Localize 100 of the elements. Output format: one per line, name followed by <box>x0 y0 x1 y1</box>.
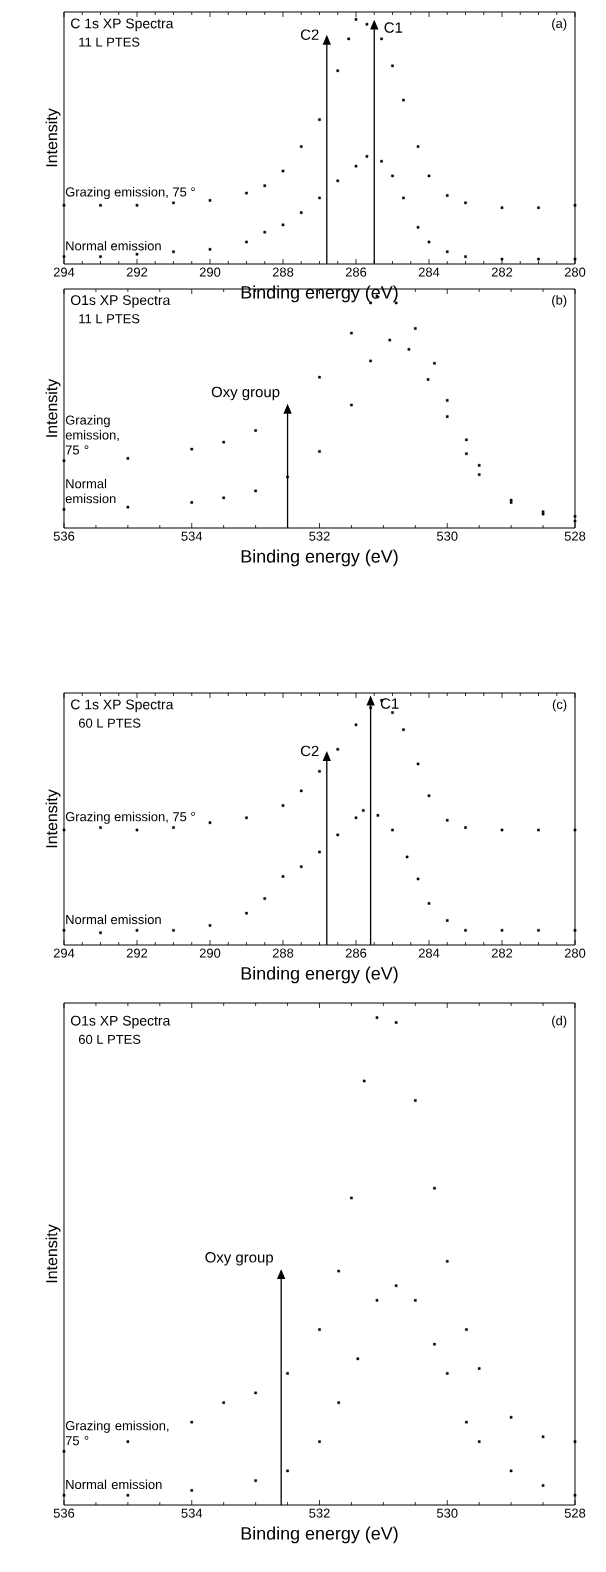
point <box>477 464 481 467</box>
point <box>465 1420 468 1424</box>
x-tick-label: 532 <box>309 1508 330 1518</box>
point <box>190 1420 194 1424</box>
x-axis-title: Binding energy (eV) <box>241 549 398 567</box>
point <box>208 821 212 824</box>
ref-line-label: C2 <box>300 745 319 757</box>
point <box>427 240 431 244</box>
point <box>318 118 321 121</box>
x-tick-label: 282 <box>491 267 513 277</box>
series-label: Normal emission <box>66 1479 162 1490</box>
point <box>464 826 467 829</box>
annotation: (a) <box>552 18 567 31</box>
point <box>318 770 321 773</box>
point <box>62 459 66 463</box>
point <box>337 1269 340 1273</box>
series-label: Grazing emission, 75 ° <box>65 187 195 200</box>
chart-title: C 1s XP Spectra <box>71 699 174 713</box>
point <box>376 814 380 817</box>
ref-line-label: Oxy group <box>205 1252 274 1266</box>
x-tick-label: 292 <box>126 948 148 958</box>
x-tick-label: 280 <box>564 267 586 277</box>
ref-line-label: C1 <box>380 698 399 709</box>
x-tick-label: 528 <box>564 1508 586 1518</box>
point <box>509 501 513 504</box>
point <box>541 1484 545 1487</box>
point <box>477 1367 481 1370</box>
point <box>500 929 504 932</box>
point <box>318 850 321 854</box>
x-tick-label: 294 <box>53 267 75 277</box>
point <box>354 816 358 820</box>
series-label: Grazing emission, 75 ° <box>65 811 195 824</box>
point <box>433 1342 436 1346</box>
point <box>391 711 394 714</box>
point <box>208 248 212 251</box>
x-tick-label: 290 <box>199 948 221 958</box>
x-tick-label: 528 <box>564 531 586 541</box>
point <box>299 789 303 793</box>
series-label: Normal emission <box>65 478 116 504</box>
point <box>573 828 577 832</box>
point <box>99 826 102 829</box>
point <box>414 1099 417 1102</box>
point <box>190 1489 194 1492</box>
point <box>416 877 420 881</box>
point <box>375 1299 379 1302</box>
y-axis-title: Intensity <box>45 378 61 437</box>
point <box>573 519 577 523</box>
text: 60 L PTES <box>78 718 141 728</box>
x-tick-label: 532 <box>309 531 330 541</box>
point <box>414 1299 417 1302</box>
point <box>380 37 383 41</box>
point <box>394 1284 398 1287</box>
point <box>318 196 321 200</box>
point <box>350 331 353 335</box>
x-tick-label: 284 <box>418 267 440 277</box>
point <box>62 508 66 511</box>
point <box>416 226 420 229</box>
point <box>99 255 102 258</box>
point <box>126 457 130 460</box>
point <box>299 211 303 214</box>
point <box>464 201 467 205</box>
point <box>537 257 540 261</box>
point <box>445 399 449 402</box>
x-tick-label: 530 <box>436 1508 458 1518</box>
x-tick-label: 288 <box>272 948 294 958</box>
point <box>394 1021 398 1024</box>
x-tick-label: 536 <box>53 1508 75 1518</box>
point <box>465 452 468 456</box>
point <box>254 1391 257 1395</box>
point <box>445 415 449 418</box>
point <box>62 1450 66 1453</box>
point <box>172 250 175 254</box>
point <box>573 203 577 207</box>
point <box>208 199 212 202</box>
x-tick-label: 286 <box>345 267 367 277</box>
point <box>380 159 383 163</box>
point <box>318 450 321 453</box>
x-tick-label: 284 <box>418 948 440 958</box>
text: 11 L PTES <box>79 37 140 47</box>
point <box>126 1493 130 1497</box>
point <box>500 828 504 832</box>
y-axis-title: Intensity <box>45 1224 61 1283</box>
point <box>427 902 431 905</box>
point <box>99 203 102 207</box>
x-tick-label: 534 <box>181 531 203 541</box>
ref-line-label: Oxy group <box>211 386 280 401</box>
point <box>318 375 321 379</box>
point <box>509 498 513 502</box>
point <box>254 489 257 493</box>
series-label: Grazing emission, 75 ° <box>65 415 119 455</box>
chart-title: C 1s XP Spectra <box>71 18 174 32</box>
point <box>245 240 248 244</box>
point <box>537 828 540 832</box>
point <box>500 206 504 210</box>
point <box>336 69 340 73</box>
y-axis-title: Intensity <box>45 789 61 848</box>
point <box>222 1401 225 1404</box>
x-tick-label: 282 <box>491 948 513 958</box>
x-tick-label: 530 <box>436 531 458 541</box>
text: 60 L PTES <box>78 1034 141 1044</box>
